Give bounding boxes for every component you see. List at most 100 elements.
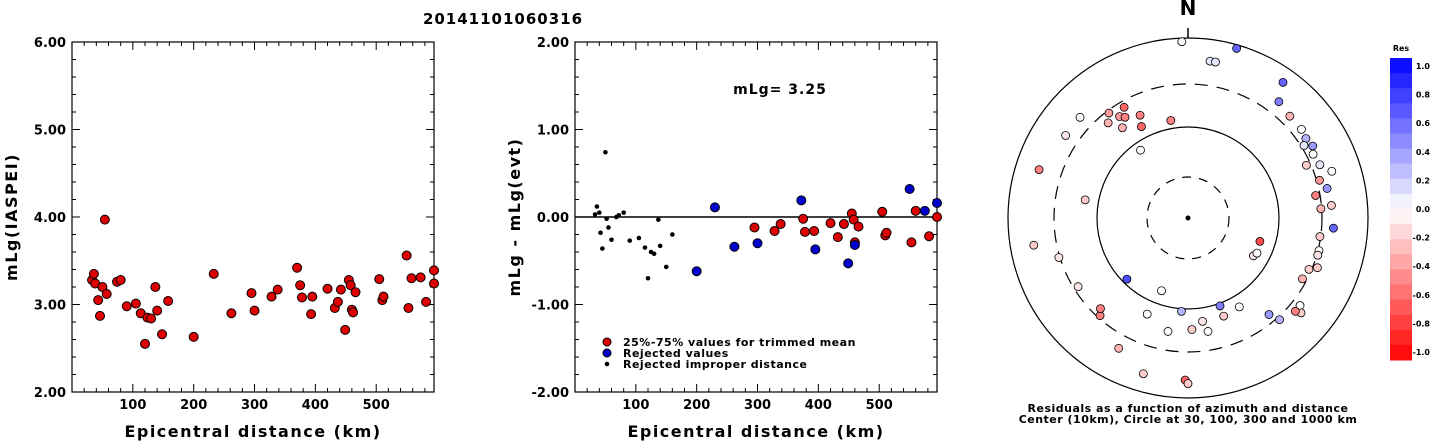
y-tick-label: 6.00	[34, 36, 66, 51]
station-residual-point	[1137, 122, 1146, 131]
data-point	[306, 309, 317, 320]
data-point	[157, 329, 168, 340]
data-point	[130, 298, 141, 309]
data-point	[919, 205, 930, 216]
x-axis-label: Epicentral distance (km)	[627, 422, 884, 441]
colorbar-segment	[1390, 73, 1412, 89]
data-point	[848, 214, 859, 225]
station-residual-point	[1312, 263, 1322, 273]
data-point	[849, 240, 860, 250]
station-residual-point	[1198, 316, 1207, 326]
data-point	[752, 238, 763, 249]
data-point	[904, 184, 915, 194]
data-point	[749, 222, 760, 233]
data-point	[374, 274, 385, 285]
station-residual-point	[1299, 141, 1309, 150]
data-point	[272, 284, 283, 295]
station-residual-point	[1274, 97, 1284, 107]
range-circle-100km	[1096, 126, 1280, 310]
figure-title: 20141101060316	[423, 10, 583, 28]
y-tick-label: 1.00	[537, 124, 569, 139]
station-residual-point	[1120, 112, 1130, 122]
data-point	[910, 205, 921, 216]
station-residual-point	[1255, 236, 1265, 246]
range-circle-30km	[1146, 176, 1230, 260]
y-tick-label: -1.00	[532, 299, 569, 314]
colorbar-tick-label: 0.4	[1416, 148, 1431, 157]
residual-panel: 100 200 300 400 500 -2.00 -1.00 0.00 1.00 2.00 Epi…	[505, 36, 942, 441]
station-residual-point	[1290, 306, 1300, 316]
x-tick-label: 100	[119, 398, 146, 413]
data-point	[832, 232, 843, 243]
data-point	[335, 284, 346, 295]
x-tick-label: 200	[180, 398, 207, 413]
x-tick-label: 400	[302, 398, 329, 413]
data-point	[163, 296, 174, 306]
data-point	[295, 280, 306, 291]
colorbar-segment	[1390, 269, 1412, 285]
station-residual-point	[1118, 123, 1127, 133]
colorbar-tick-label: 1.0	[1416, 62, 1431, 71]
data-point	[415, 272, 426, 283]
station-residual-point	[1322, 184, 1332, 193]
data-point-improper-distance	[592, 212, 598, 217]
station-residual-point	[1308, 149, 1318, 159]
data-point	[775, 219, 786, 229]
station-residual-point	[1080, 195, 1090, 205]
station-residual-point	[1177, 306, 1186, 316]
y-tick-label: 4.00	[34, 211, 66, 226]
magnitude-panel: 100 200 300 400 500 2.00 3.00 4.00 5.00 6.00 Epice…	[2, 36, 439, 441]
station-residual-point	[1177, 37, 1187, 47]
colorbar-segment	[1390, 329, 1412, 346]
station-residual-point	[1163, 327, 1173, 336]
data-point	[421, 296, 432, 307]
station-residual-point	[1301, 160, 1311, 170]
data-point	[691, 266, 702, 277]
x-tick-label: 100	[622, 398, 649, 413]
data-point	[99, 214, 110, 225]
data-point	[729, 241, 740, 252]
colorbar-segment	[1390, 299, 1412, 316]
station-residual-point	[1297, 124, 1306, 134]
x-tick-label: 500	[866, 398, 893, 413]
data-point	[932, 212, 942, 222]
station-residual-point	[1234, 302, 1244, 312]
y-tick-label: 3.00	[34, 299, 66, 314]
data-point	[881, 227, 892, 238]
legend-marker	[602, 337, 612, 347]
data-point-improper-distance	[609, 237, 614, 243]
data-point	[266, 291, 277, 302]
station-residual-point	[1135, 110, 1145, 120]
data-point	[799, 226, 810, 237]
colorbar-segment	[1390, 133, 1412, 150]
data-point-improper-distance	[600, 246, 605, 251]
colorbar-segment	[1390, 254, 1412, 270]
data-point-improper-distance	[598, 230, 603, 236]
station-residual-point	[1104, 108, 1114, 118]
data-point	[348, 307, 359, 318]
data-point	[249, 305, 260, 316]
x-tick-label: 500	[363, 398, 390, 413]
legend-marker	[604, 361, 610, 367]
data-point	[94, 310, 105, 321]
x-axis-label: Epicentral distance (km)	[124, 422, 381, 441]
data-point	[88, 268, 99, 279]
plot-frame	[71, 41, 435, 393]
station-residual-point	[1061, 131, 1071, 140]
x-tick-label: 200	[683, 398, 710, 413]
data-point-improper-distance	[651, 251, 657, 257]
data-point	[150, 282, 161, 292]
station-residual-point	[1304, 264, 1314, 274]
north-label: N	[1180, 0, 1197, 20]
colorbar-segment	[1390, 209, 1412, 225]
station-residual-point	[1298, 274, 1307, 284]
data-point	[322, 283, 333, 294]
colorbar-segment	[1390, 88, 1412, 104]
station-residual-point	[1264, 310, 1274, 319]
data-point-improper-distance	[594, 204, 600, 209]
data-point	[350, 287, 361, 298]
station-residual-point	[1054, 253, 1064, 262]
y-tick-label: 2.00	[34, 386, 66, 401]
data-point	[292, 262, 303, 273]
data-point	[152, 305, 163, 316]
